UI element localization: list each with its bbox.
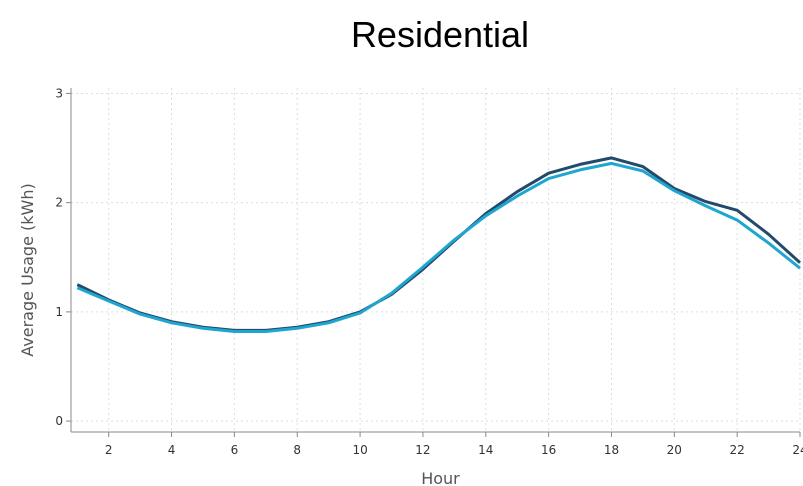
y-tick-label: 2: [55, 196, 63, 210]
x-tick-label: 12: [415, 443, 430, 457]
x-tick-label: 10: [352, 443, 367, 457]
y-tick-label: 0: [55, 414, 63, 428]
x-axis-label: Hour: [421, 469, 460, 486]
x-tick-label: 14: [478, 443, 493, 457]
grid: [71, 88, 801, 432]
x-tick-label: 24: [792, 443, 803, 457]
x-tick-label: 6: [231, 443, 239, 457]
y-tick-label: 3: [55, 86, 63, 100]
axes: [66, 88, 801, 437]
series-line-1: [76, 156, 802, 332]
tick-labels: 012324681012141618202224: [55, 86, 803, 457]
y-tick-label: 1: [55, 305, 63, 319]
chart-title: Residential: [350, 14, 530, 55]
series-lines: [76, 156, 802, 333]
x-tick-label: 16: [541, 443, 556, 457]
x-tick-label: 2: [105, 443, 113, 457]
x-tick-label: 22: [730, 443, 745, 457]
x-tick-label: 4: [168, 443, 176, 457]
x-tick-label: 18: [604, 443, 619, 457]
x-tick-label: 20: [667, 443, 682, 457]
series-line-2: [76, 161, 801, 333]
y-axis-label: Average Usage (kWh): [18, 183, 37, 356]
x-tick-label: 8: [293, 443, 301, 457]
